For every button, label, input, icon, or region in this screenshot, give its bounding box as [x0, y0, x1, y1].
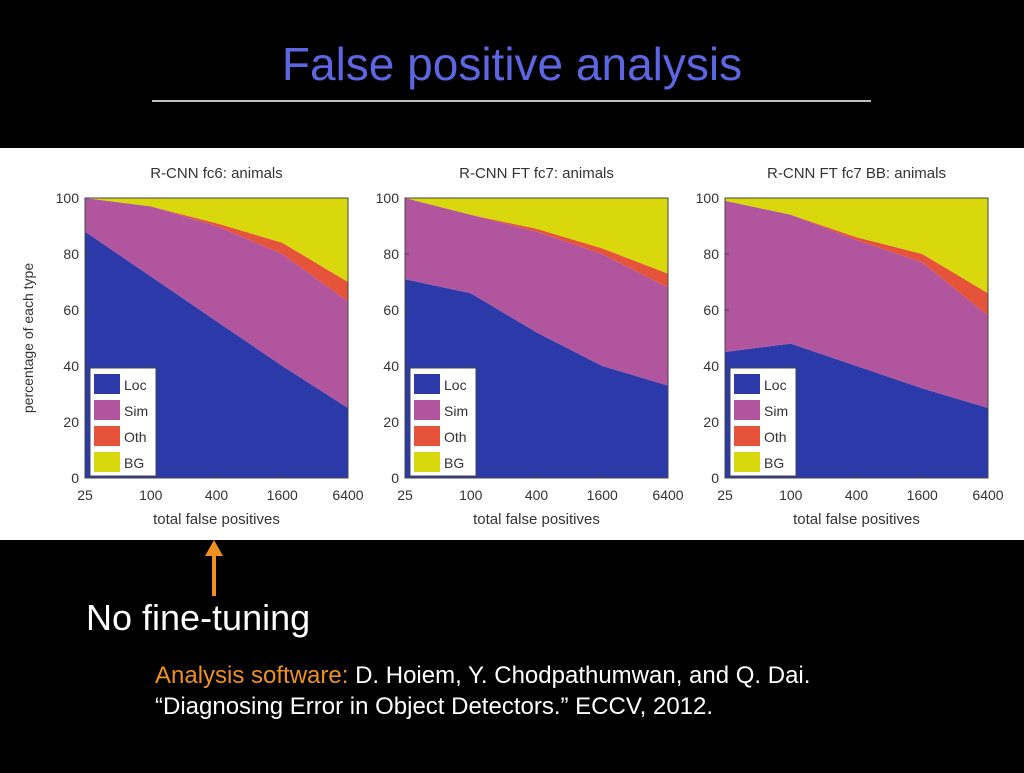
citation-text: D. Hoiem, Y. Chodpathumwan, and Q. Dai. … [155, 662, 811, 720]
y-tick-label: 0 [391, 470, 399, 486]
legend-swatch [94, 452, 120, 472]
legend-swatch [414, 400, 440, 420]
x-tick-label: 1600 [267, 487, 298, 503]
y-tick-label: 0 [711, 470, 719, 486]
x-tick-label: 25 [77, 487, 93, 503]
citation-label: Analysis software: [155, 662, 349, 689]
legend-label: Loc [444, 377, 467, 393]
x-tick-label: 100 [459, 487, 483, 503]
area-band [725, 198, 988, 294]
area-band [85, 198, 348, 408]
x-tick-label: 1600 [907, 487, 938, 503]
y-tick-label: 20 [63, 414, 79, 430]
x-tick-label: 25 [397, 487, 413, 503]
x-tick-label: 6400 [652, 487, 683, 503]
y-tick-label: 100 [56, 190, 80, 206]
legend-swatch [734, 400, 760, 420]
legend-label: Oth [124, 429, 147, 445]
legend-label: Loc [764, 377, 787, 393]
area-band [405, 198, 668, 386]
legend-swatch [734, 452, 760, 472]
legend-label: Sim [124, 403, 148, 419]
legend-label: Oth [764, 429, 787, 445]
legend-label: BG [764, 455, 784, 471]
y-tick-label: 80 [703, 246, 719, 262]
x-tick-label: 400 [205, 487, 229, 503]
y-tick-label: 60 [703, 302, 719, 318]
y-tick-label: 60 [383, 302, 399, 318]
annotation: No fine-tuning [86, 597, 310, 638]
legend-swatch [94, 426, 120, 446]
x-tick-label: 100 [779, 487, 803, 503]
legend-label: Sim [764, 403, 788, 419]
y-tick-label: 40 [383, 358, 399, 374]
legend-swatch [734, 426, 760, 446]
legend-swatch [414, 426, 440, 446]
slide-title: False positive analysis [282, 38, 742, 90]
y-axis-label: percentage of each type [20, 263, 36, 413]
area-band [405, 198, 668, 274]
x-tick-label: 6400 [972, 487, 1003, 503]
x-tick-label: 100 [139, 487, 163, 503]
y-tick-label: 80 [383, 246, 399, 262]
y-tick-label: 40 [63, 358, 79, 374]
legend-label: Sim [444, 403, 468, 419]
legend-label: Loc [124, 377, 147, 393]
area-band [85, 198, 348, 282]
arrow-head [205, 540, 223, 556]
x-axis-label: total false positives [153, 511, 280, 528]
citation: Analysis software: D. Hoiem, Y. Chodpath… [155, 660, 875, 722]
chart-title: R-CNN fc6: animals [150, 165, 283, 182]
x-tick-label: 400 [845, 487, 869, 503]
y-tick-label: 80 [63, 246, 79, 262]
legend-swatch [94, 374, 120, 394]
x-axis-label: total false positives [793, 511, 920, 528]
y-tick-label: 60 [63, 302, 79, 318]
legend-swatch [94, 400, 120, 420]
legend-label: Oth [444, 429, 467, 445]
y-tick-label: 20 [383, 414, 399, 430]
legend-label: BG [444, 455, 464, 471]
legend-swatch [414, 374, 440, 394]
area-band [725, 200, 988, 408]
x-tick-label: 400 [525, 487, 549, 503]
y-tick-label: 20 [703, 414, 719, 430]
legend-swatch [734, 374, 760, 394]
x-tick-label: 25 [717, 487, 733, 503]
chart-title: R-CNN FT fc7: animals [459, 165, 614, 182]
y-tick-label: 100 [376, 190, 400, 206]
chart-title: R-CNN FT fc7 BB: animals [767, 165, 946, 182]
legend-label: BG [124, 455, 144, 471]
y-tick-label: 100 [696, 190, 720, 206]
y-tick-label: 40 [703, 358, 719, 374]
legend-swatch [414, 452, 440, 472]
x-axis-label: total false positives [473, 511, 600, 528]
x-tick-label: 1600 [587, 487, 618, 503]
y-tick-label: 0 [71, 470, 79, 486]
x-tick-label: 6400 [332, 487, 363, 503]
